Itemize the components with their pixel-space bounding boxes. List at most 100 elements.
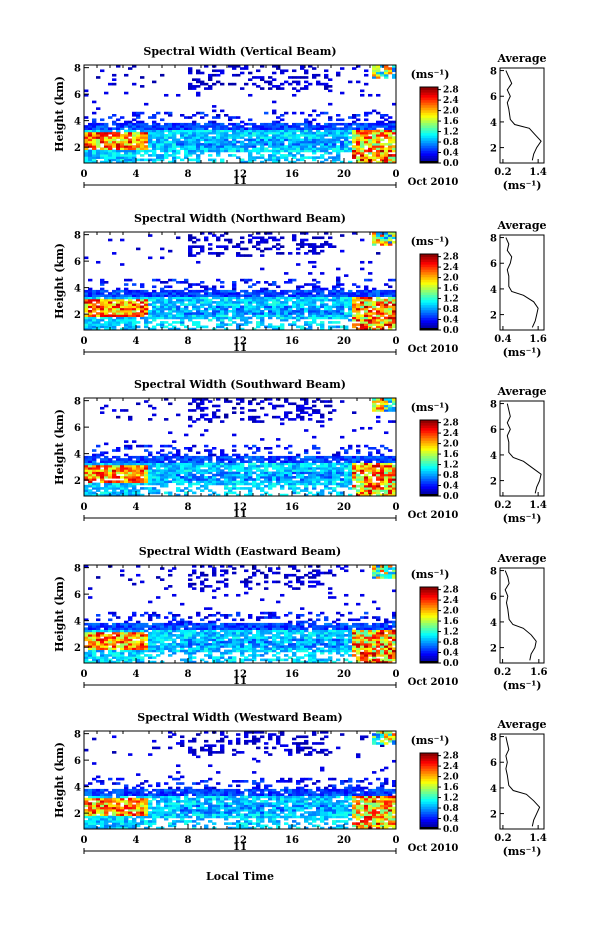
heatmap-cell (312, 298, 317, 302)
heatmap-cell (348, 140, 353, 144)
heatmap-cell (164, 292, 169, 295)
heatmap-cell (340, 471, 345, 475)
heatmap-cell (152, 640, 157, 644)
heatmap-cell (116, 314, 121, 318)
heatmap-cell (132, 111, 137, 115)
heatmap-cell (116, 640, 121, 644)
colorbar-step (420, 327, 438, 331)
heatmap-cell (384, 431, 389, 435)
heatmap-cell (312, 158, 317, 162)
heatmap-cell (272, 281, 277, 284)
heatmap-cell (256, 151, 261, 155)
heatmap-cell (224, 480, 229, 484)
heatmap-cell (364, 307, 369, 311)
heatmap-cell (228, 487, 233, 490)
heatmap-cell (160, 475, 165, 479)
heatmap-cell (196, 289, 201, 293)
heatmap-cell (136, 620, 141, 624)
heatmap-cell (112, 611, 117, 615)
heatmap-cell (196, 314, 201, 318)
heatmap-cell (348, 301, 353, 304)
heatmap-cell (312, 321, 317, 324)
heatmap-cell (208, 312, 213, 315)
heatmap-cell (112, 489, 117, 492)
heatmap-cell (296, 462, 301, 466)
heatmap-cell (332, 471, 337, 475)
panel-title: Spectral Width (Eastward Beam) (139, 545, 341, 558)
heatmap-cell (284, 316, 289, 320)
heatmap-cell (184, 142, 189, 146)
heatmap-cell (324, 473, 329, 477)
colorbar-step (420, 261, 438, 265)
heatmap-cell (92, 629, 97, 633)
heatmap-cell (224, 131, 229, 135)
heatmap-cell (156, 142, 161, 146)
heatmap-cell (96, 122, 101, 126)
heatmap-cell (100, 129, 105, 133)
y-axis-label: Height (km) (53, 76, 66, 152)
heatmap-cell (180, 145, 185, 148)
heatmap-cell (380, 471, 385, 475)
heatmap-cell (256, 136, 261, 139)
heatmap-cell (228, 136, 233, 139)
heatmap-cell (120, 318, 125, 322)
heatmap-cell (184, 292, 189, 295)
heatmap-cell (288, 467, 293, 470)
heatmap-cell (132, 634, 137, 637)
heatmap-cell (124, 292, 129, 295)
heatmap-cell (188, 127, 193, 130)
heatmap-cell (212, 69, 217, 73)
heatmap-cell (124, 312, 129, 315)
heatmap-cell (352, 131, 357, 135)
heatmap-cell (380, 462, 385, 466)
heatmap-cell (276, 473, 281, 477)
heatmap-cell (136, 658, 141, 662)
heatmap-cell (160, 325, 165, 329)
heatmap-cell (108, 145, 113, 148)
heatmap-cell (144, 296, 149, 300)
profile-x-tick-label: 1.4 (529, 167, 546, 178)
heatmap-cell (264, 480, 269, 484)
heatmap-cell (340, 307, 345, 311)
heatmap-cell (280, 303, 285, 306)
heatmap-cell (280, 125, 285, 128)
heatmap-cell (352, 307, 357, 311)
heatmap-cell (224, 453, 229, 457)
heatmap-cell (128, 447, 133, 450)
heatmap-cell (320, 147, 325, 151)
heatmap-cell (320, 243, 325, 246)
heatmap-cell (204, 487, 209, 490)
heatmap-cell (388, 473, 393, 477)
heatmap-cell (188, 245, 193, 248)
heatmap-cell (216, 312, 221, 315)
heatmap-cell (256, 484, 261, 488)
heatmap-cell (132, 651, 137, 655)
heatmap-cell (280, 404, 285, 408)
heatmap-cell (388, 489, 393, 492)
heatmap-cell (84, 318, 89, 322)
heatmap-cell (112, 73, 117, 77)
heatmap-cell (372, 404, 377, 408)
heatmap-cell (252, 420, 257, 423)
heatmap-cell (124, 462, 129, 466)
heatmap-cell (280, 122, 285, 126)
heatmap-cell (100, 462, 105, 466)
heatmap-cell (300, 489, 305, 492)
heatmap-cell (340, 309, 345, 313)
heatmap-cell (120, 645, 125, 648)
heatmap-cell (212, 129, 217, 133)
heatmap-cell (124, 283, 129, 286)
x-tick-label: 20 (337, 502, 351, 513)
heatmap-cell (276, 149, 281, 153)
heatmap-cell (376, 73, 381, 77)
heatmap-cell (220, 458, 225, 461)
heatmap-cell (92, 660, 97, 664)
heatmap-cell (104, 642, 109, 646)
heatmap-cell (252, 292, 257, 295)
heatmap-cell (392, 160, 397, 164)
heatmap-cell (168, 114, 173, 117)
heatmap-cell (164, 453, 169, 457)
heatmap-cell (360, 238, 365, 242)
heatmap-cell (116, 309, 121, 313)
heatmap-cell (232, 467, 237, 470)
